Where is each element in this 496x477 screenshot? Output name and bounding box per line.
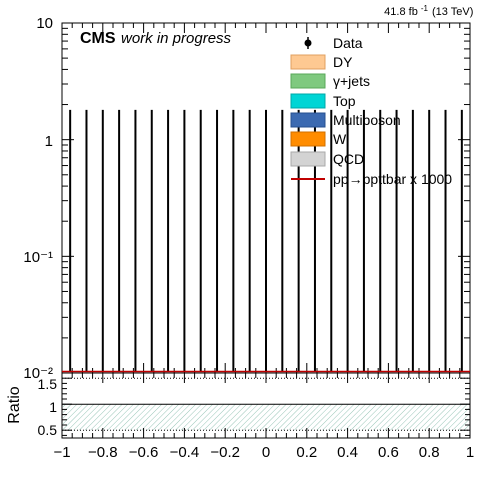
legend-label-dy: DY [333,54,353,70]
legend-swatch-multiboson [291,113,325,127]
legend-item-dy: DY [291,54,353,70]
x-tick-label: −0.4 [170,444,200,461]
x-tick-label: −0.2 [210,444,240,461]
legend-label-multiboson: Multiboson [333,112,401,128]
legend-label-gamma-jets: γ+jets [333,73,370,89]
legend-label-signal: pp→ppttbar x 1000 [333,171,452,187]
main-y-tick-label: 1 [45,133,53,150]
status-label: work in progress [121,30,232,47]
x-tick-label: 0 [262,444,270,461]
legend-item-data: Data [305,35,363,51]
x-tick-label: −1 [53,444,70,461]
legend-label-qcd: QCD [333,151,364,167]
energy-label: (13 TeV) [432,6,473,18]
x-tick-label: 0.6 [378,444,399,461]
x-tick-label: −0.6 [129,444,159,461]
legend-item-w: W [291,131,347,147]
luminosity-label: 41.8 fb -1 [384,4,428,18]
legend-data-marker [305,40,312,47]
legend-swatch-w [291,132,325,146]
x-tick-label: 0.8 [419,444,440,461]
legend-item-multiboson: Multiboson [291,112,401,128]
ratio-axis-label: Ratio [6,386,23,423]
legend-swatch-top [291,94,325,108]
main-y-tick-label: 10 [36,15,53,32]
main-y-tick-label: 10⁻¹ [23,249,53,266]
x-tick-labels: −1 −0.8 −0.6 −0.4 −0.2 0 0.2 0.4 0.6 0.8 1 [53,444,474,461]
ratio-y-tick-label: 1 [49,399,57,415]
legend-item-qcd: QCD [291,151,364,167]
x-tick-label: 0.4 [337,444,358,461]
legend-item-gamma-jets: γ+jets [291,73,370,89]
data-points [70,110,462,372]
x-tick-label: −0.8 [88,444,118,461]
legend-item-top: Top [291,93,356,109]
ratio-y-tick-label: 0.5 [38,422,58,438]
ratio-y-tick-label: 1.5 [38,376,58,392]
x-tick-label: 1 [466,444,474,461]
legend-label-w: W [333,131,347,147]
legend-label-top: Top [333,93,356,109]
luminosity-exponent: -1 [421,4,429,13]
ratio-uncertainty-band [63,404,469,430]
ratio-content [62,378,470,430]
legend-swatch-gamma-jets [291,74,325,88]
experiment-label: CMS [80,30,116,47]
legend-swatch-qcd [291,152,325,166]
legend-label-data: Data [333,35,363,51]
x-tick-label: 0.2 [296,444,317,461]
legend-swatch-dy [291,55,325,69]
